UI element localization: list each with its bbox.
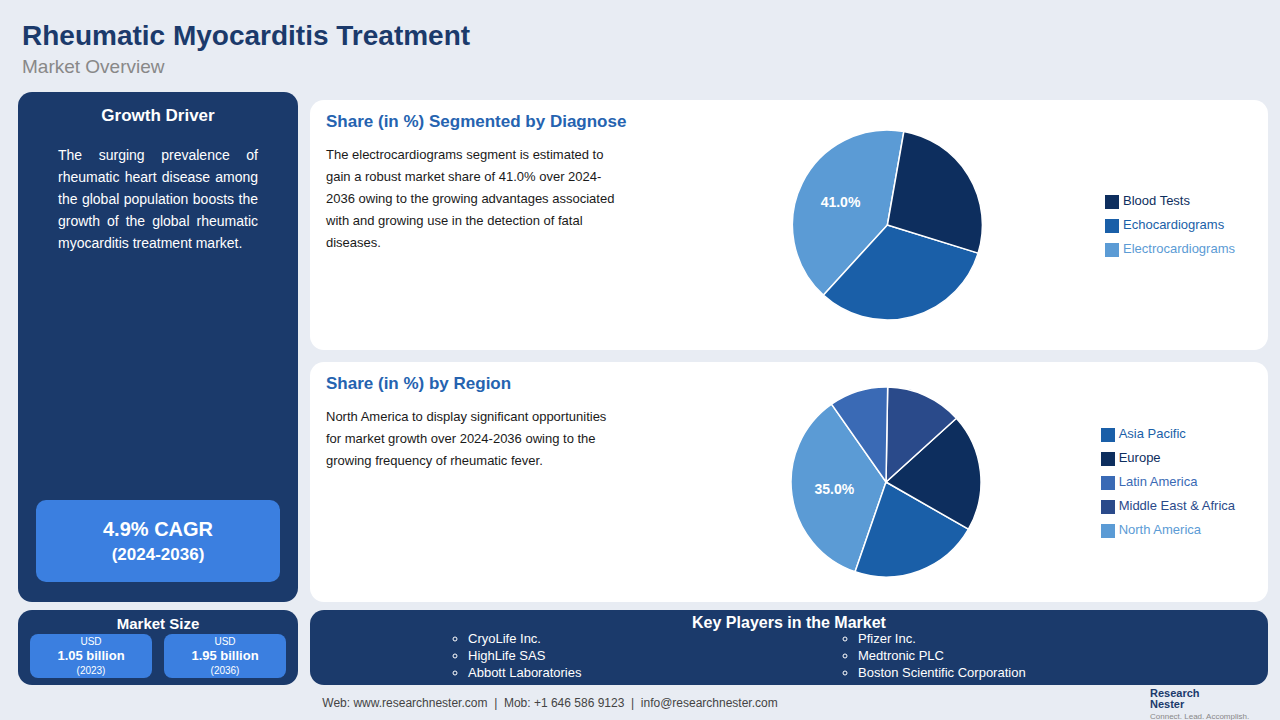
html-text:Market Size: Market Size — [116, 615, 200, 632]
html-text:4.9% CAGR: 4.9% CAGR — [103, 517, 213, 540]
html-text:Medtronic PLC: Medtronic PLC — [858, 648, 944, 663]
html-text:Europe: Europe — [1118, 450, 1161, 465]
svg-text:35.0%: 35.0% — [814, 481, 854, 497]
html-text:Blood Tests: Blood Tests — [1123, 193, 1190, 208]
html-text:Electrocardiograms: Electrocardiograms — [1123, 241, 1235, 256]
html-text:Echocardiograms: Echocardiograms — [1123, 217, 1225, 232]
html-text:1.95 billion: 1.95 billion — [191, 648, 259, 663]
html-text:Pfizer Inc.: Pfizer Inc. — [858, 631, 916, 646]
html-text:Asia Pacific: Asia Pacific — [1118, 426, 1186, 441]
html-text:1.05 billion: 1.05 billion — [57, 648, 125, 663]
html-text:Share (in %) by Region: Share (in %) by Region — [326, 374, 512, 393]
html-text:Boston Scientific Corporation: Boston Scientific Corporation — [858, 665, 1026, 680]
html-text:The surging prevalence of rheu: The surging prevalence of rheumatic hear… — [58, 147, 258, 251]
html-text:Connect. Lead. Accomplish.: Connect. Lead. Accomplish. — [1150, 712, 1250, 720]
html-text:HighLife SAS: HighLife SAS — [468, 648, 546, 663]
html-text:Share (in %) Segmented by Diag: Share (in %) Segmented by Diagnose — [326, 112, 627, 131]
html-text:The electrocardiograms segment: The electrocardiograms segment is estima… — [326, 147, 615, 250]
html-text:Key Players in the Market: Key Players in the Market — [692, 614, 886, 631]
html-text:Web: www.researchnester.com |: Web: www.researchnester.com | Mob: +1 64… — [322, 696, 778, 710]
html-text:(2023): (2023) — [76, 665, 106, 676]
html-text:Latin America: Latin America — [1118, 474, 1198, 489]
html-text:Market Overview: Market Overview — [22, 56, 165, 77]
html-text:USD: USD — [214, 636, 236, 647]
html-text:CryoLife Inc.: CryoLife Inc. — [468, 631, 541, 646]
html-text:Growth Driver: Growth Driver — [101, 106, 215, 125]
html-text:(2024-2036): (2024-2036) — [111, 544, 205, 564]
html-text:Abbott Laboratories: Abbott Laboratories — [468, 665, 582, 680]
html-text:Rheumatic Myocarditis Treatmen: Rheumatic Myocarditis Treatment — [22, 20, 471, 51]
html-text:USD: USD — [80, 636, 102, 647]
html-text:Middle East & Africa: Middle East & Africa — [1118, 498, 1235, 513]
html-text:(2036): (2036) — [210, 665, 240, 676]
html-text:North America: North America — [1118, 522, 1201, 537]
svg-text:41.0%: 41.0% — [821, 194, 861, 210]
html-text:Research: Research — [1150, 687, 1200, 699]
html-text:Nester: Nester — [1150, 698, 1185, 710]
html-text:North America to display signi: North America to display significant opp… — [326, 409, 607, 468]
